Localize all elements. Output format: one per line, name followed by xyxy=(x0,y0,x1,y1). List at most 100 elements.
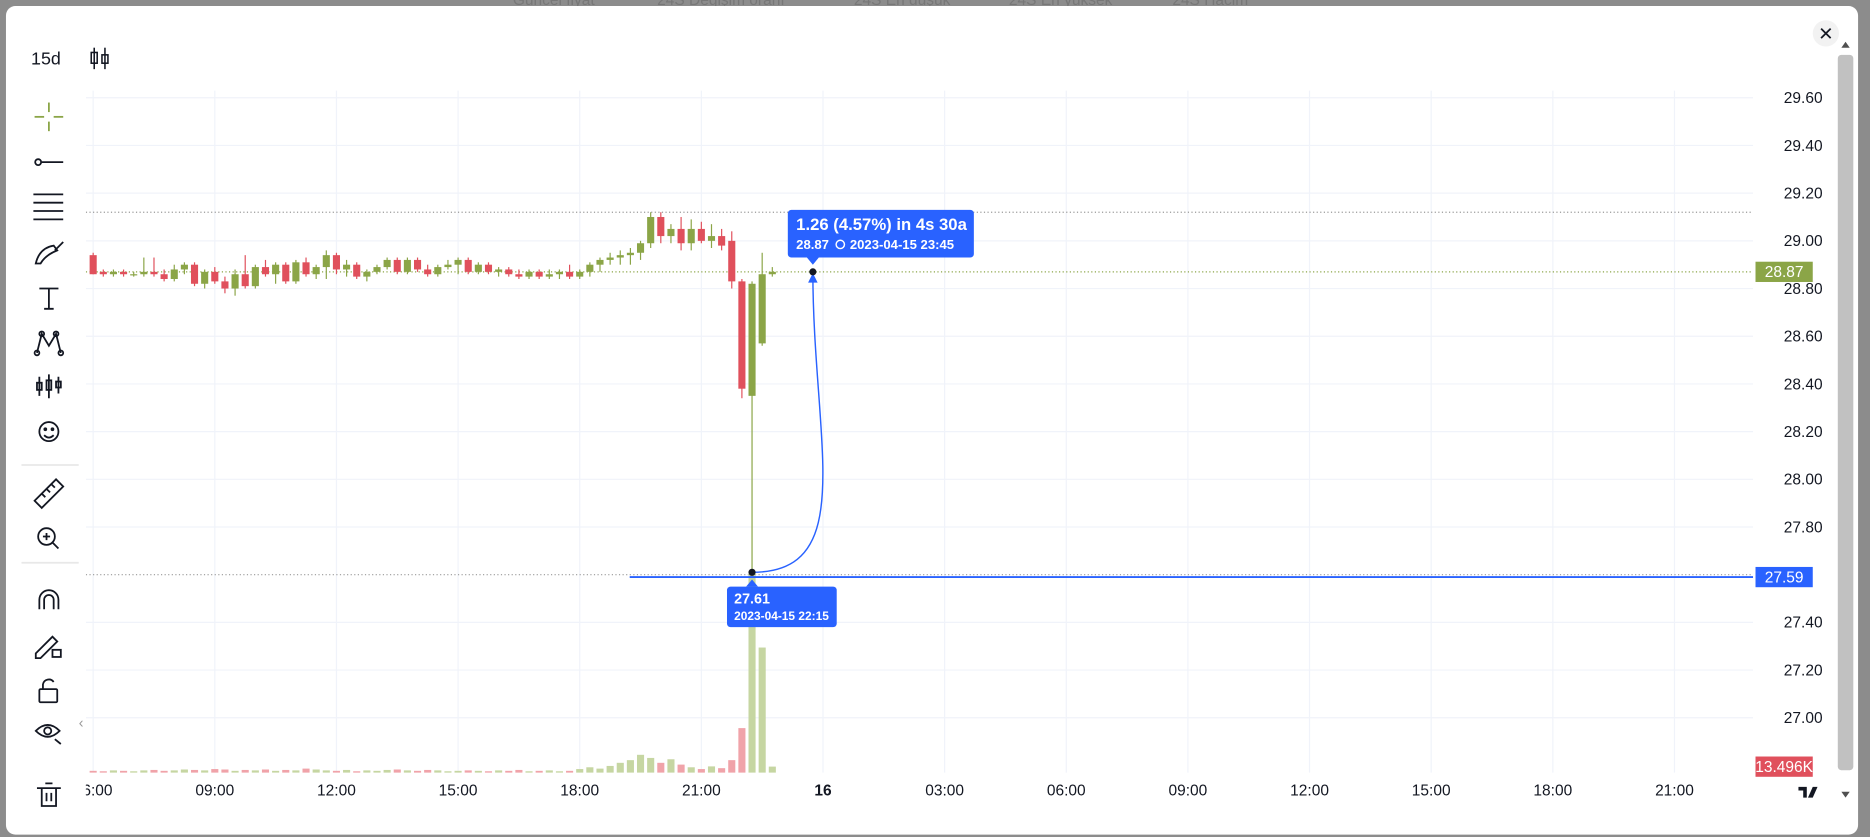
measure-start-pointer xyxy=(746,579,759,587)
candle-body xyxy=(586,264,594,272)
candle-body xyxy=(241,274,249,287)
candle-body xyxy=(444,264,452,268)
candle-body xyxy=(322,255,330,268)
candle-body xyxy=(707,236,716,241)
candle-body xyxy=(393,259,401,272)
icon-tool[interactable] xyxy=(38,421,60,443)
volume-bar xyxy=(718,768,726,773)
candle-body xyxy=(231,274,239,289)
magnet-tool[interactable] xyxy=(38,589,60,610)
candle-body xyxy=(413,259,422,270)
volume-bar xyxy=(667,759,675,773)
volume-bar xyxy=(241,769,249,773)
x-tick-label: 09:00 xyxy=(1169,782,1208,799)
background-label: 24S Hacim xyxy=(1172,0,1248,9)
y-tick-label: 28.40 xyxy=(1784,376,1823,393)
volume-bar xyxy=(424,769,432,773)
volume-bar xyxy=(576,769,584,773)
plot-area: 06:00 09:00 12:00 15:00 18:00 21:00 16 03:00 06:… xyxy=(74,90,1823,799)
volume-bar xyxy=(474,770,482,773)
candle-body xyxy=(353,264,361,277)
visibility-tool[interactable] xyxy=(34,724,62,745)
volume-bar xyxy=(221,769,229,773)
volume-bar xyxy=(687,767,695,773)
x-tick-label: 15:00 xyxy=(1412,782,1451,799)
candle-body xyxy=(150,271,158,275)
volume-bar xyxy=(464,770,472,773)
candle-body xyxy=(211,271,219,282)
candle-body xyxy=(221,281,229,289)
fib-tool[interactable] xyxy=(33,193,64,221)
x-tick-label: 12:00 xyxy=(1290,782,1329,799)
volume-bar xyxy=(211,769,219,773)
candle-body xyxy=(566,271,574,277)
background-label: 24S En yüksek xyxy=(1009,0,1113,9)
scrollbar[interactable] xyxy=(1837,41,1854,798)
lock-drawings-tool[interactable] xyxy=(34,635,62,660)
crosshair-tool[interactable] xyxy=(34,102,64,132)
volume-bar xyxy=(697,769,705,773)
measure-text: 1.26 (4.57%) in 4s 30a xyxy=(796,215,967,234)
x-tick-label: 15:00 xyxy=(439,782,478,799)
candle-body xyxy=(738,281,746,389)
candle-body xyxy=(555,271,563,275)
candle-body xyxy=(768,271,776,275)
x-tick-label: 18:00 xyxy=(1533,782,1572,799)
y-tick-label: 28.60 xyxy=(1784,329,1823,346)
x-tick-label: 21:00 xyxy=(1655,782,1694,799)
volume-bar xyxy=(515,769,523,773)
background-label: 24S En düşük xyxy=(854,0,951,9)
candle-body xyxy=(454,259,462,265)
candle-body xyxy=(464,259,472,272)
x-tick-label: 21:00 xyxy=(682,782,721,799)
last-price-label: 28.87 xyxy=(1765,264,1804,281)
chart-type-button[interactable] xyxy=(90,47,109,70)
ruler-tool[interactable] xyxy=(33,478,65,510)
volume-bar xyxy=(120,770,128,773)
interval-button[interactable]: 15d xyxy=(31,48,61,68)
measure-end-price: 28.87 xyxy=(796,237,829,252)
close-button[interactable] xyxy=(1812,20,1839,47)
volume-bar xyxy=(322,770,330,773)
candle-body xyxy=(677,228,685,244)
candle-body xyxy=(292,262,300,282)
zoom-tool[interactable] xyxy=(37,527,60,550)
y-tick-label: 27.20 xyxy=(1784,662,1823,679)
volume-bar xyxy=(302,768,310,773)
trend-line-tool[interactable] xyxy=(34,158,64,167)
candle-body xyxy=(484,264,493,272)
brush-tool[interactable] xyxy=(34,241,64,265)
logo xyxy=(1798,786,1818,798)
horizontal-line-label-box xyxy=(1755,566,1813,588)
measure-start-price: 27.61 xyxy=(734,591,770,607)
background-label: Güncel fiyat xyxy=(513,0,596,9)
volume-bar xyxy=(150,769,158,773)
volume-bar xyxy=(657,762,665,773)
measure-start xyxy=(748,568,756,576)
lock-tool[interactable] xyxy=(38,678,59,704)
candle-body xyxy=(160,274,168,279)
measure-arrow xyxy=(808,273,818,283)
volume-bar xyxy=(596,768,604,773)
volume-bar xyxy=(444,771,452,773)
candle-body xyxy=(616,255,624,258)
prediction-tool[interactable] xyxy=(36,374,62,399)
collapse-toolbar[interactable]: ‹ xyxy=(79,715,84,731)
pattern-tool[interactable] xyxy=(33,330,65,357)
candle-body xyxy=(332,255,340,270)
volume-bar xyxy=(484,771,493,773)
text-tool[interactable] xyxy=(39,287,59,310)
volume-bar xyxy=(555,771,563,773)
volume-bar xyxy=(332,770,340,773)
candle-body xyxy=(636,243,645,253)
measure-end-box xyxy=(787,209,974,258)
volume-bar xyxy=(616,762,624,773)
clock-icon xyxy=(835,239,846,250)
volume-bar xyxy=(160,770,168,773)
delete-tool[interactable] xyxy=(36,782,61,807)
candle-body xyxy=(728,240,736,282)
volume-bar xyxy=(180,769,188,773)
x-tick-label: 06:00 xyxy=(74,782,113,799)
